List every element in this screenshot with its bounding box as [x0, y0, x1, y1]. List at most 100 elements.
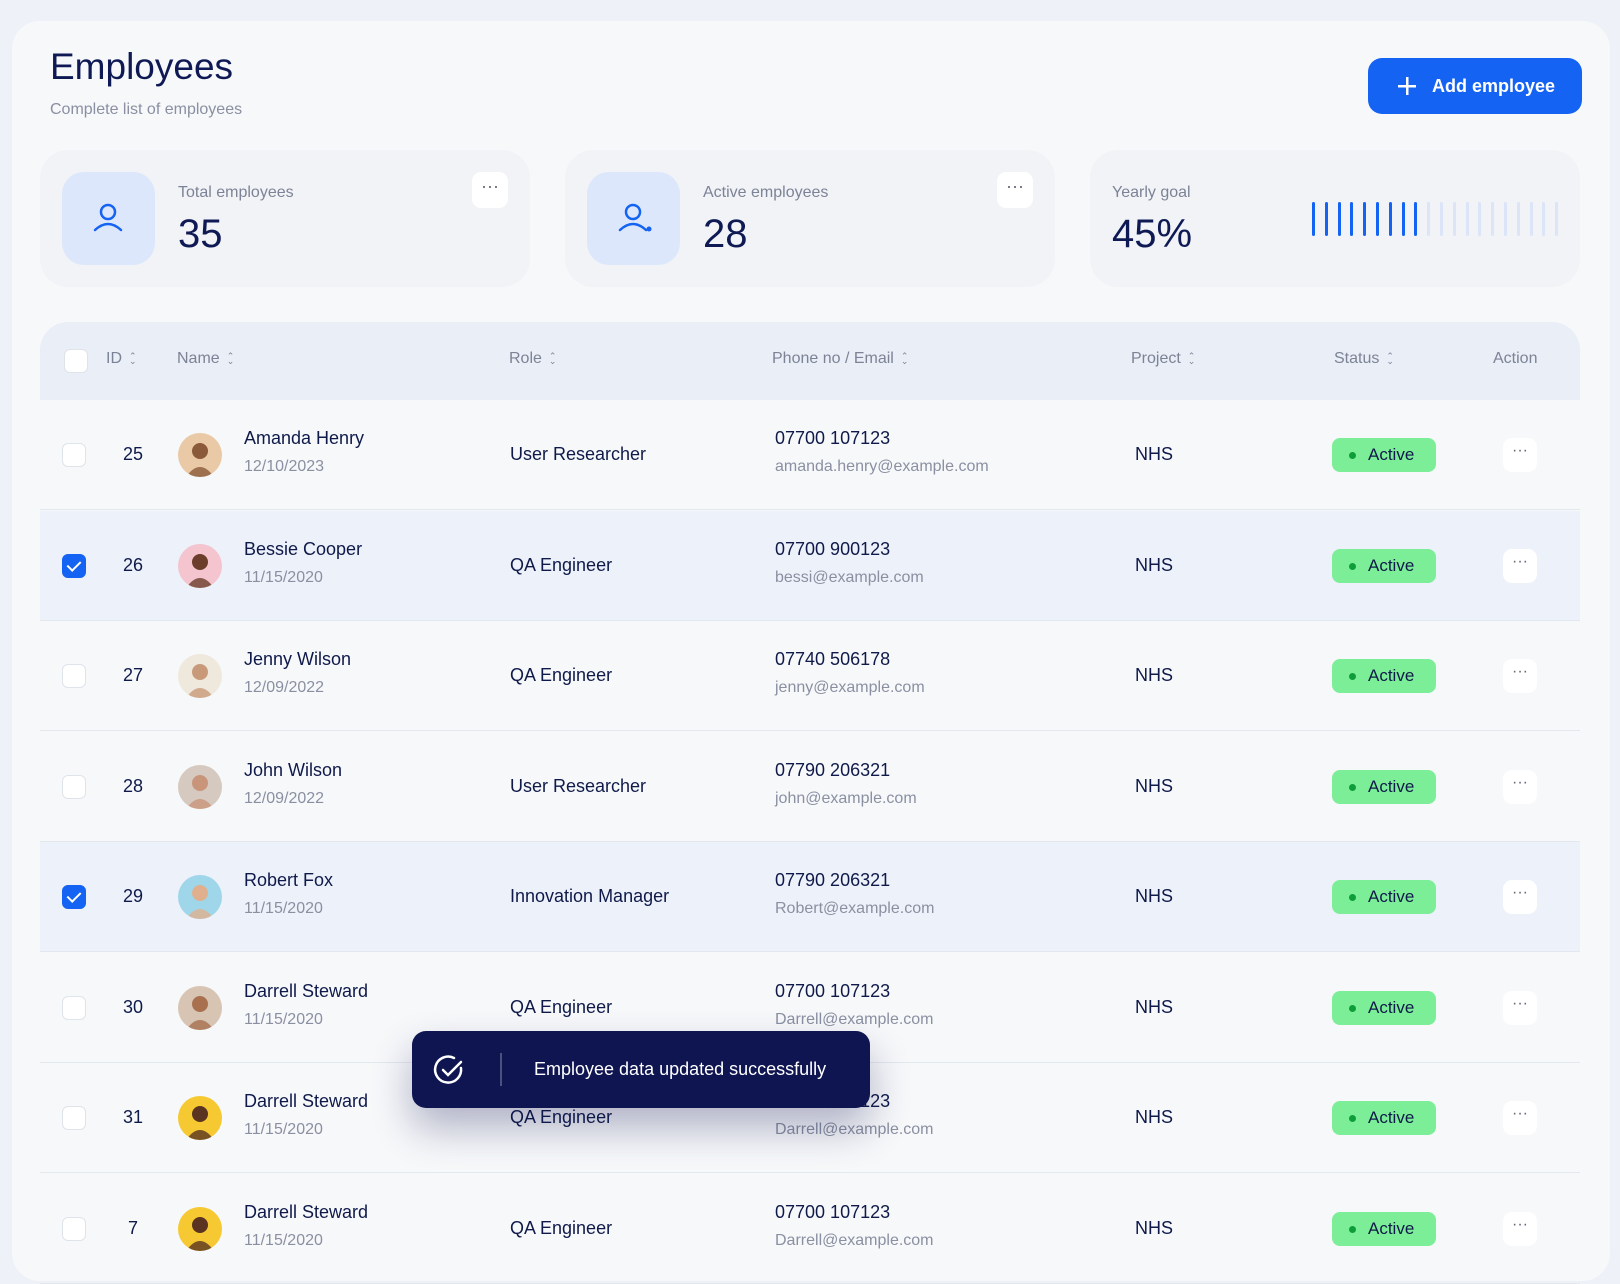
- stat-label: Yearly goal: [1112, 184, 1191, 201]
- table-header: ID Name Role Phone no / Email Project Status A…: [40, 322, 1580, 400]
- column-header[interactable]: Role: [509, 350, 555, 368]
- page-subtitle: Complete list of employees: [50, 101, 243, 118]
- goal-bar: [1363, 202, 1367, 236]
- row-action-button[interactable]: ···: [1503, 990, 1537, 1025]
- page: Employees {"header":{"title":"Employees"…: [0, 0, 1620, 1253]
- employee-id: 31: [122, 1107, 144, 1127]
- goal-bar: [1312, 202, 1315, 236]
- goal-bar: [1529, 202, 1533, 236]
- column-header[interactable]: ID: [106, 350, 135, 368]
- employee-date: 11/15/2020: [244, 568, 323, 586]
- stat-value: 35: [178, 212, 223, 256]
- stat-card: Total employees 35 ···: [40, 150, 530, 287]
- row-checkbox[interactable]: [62, 553, 86, 578]
- employee-email: Darrell@example.com: [775, 1010, 934, 1028]
- employee-project: NHS: [1135, 554, 1174, 575]
- employee-role: QA Engineer: [510, 1107, 613, 1127]
- employee-id: 7: [127, 1217, 138, 1238]
- add-button[interactable]: Add employee: [1368, 58, 1582, 114]
- column-header[interactable]: Phone no / Email: [772, 350, 907, 368]
- more-button[interactable]: ···: [997, 172, 1033, 208]
- avatar-figure: [186, 443, 214, 477]
- row-checkbox[interactable]: [62, 1216, 86, 1241]
- employee-id: 26: [122, 554, 144, 575]
- employee-date: 12/09/2022: [244, 679, 325, 696]
- row-checkbox[interactable]: [62, 443, 86, 467]
- toast-message: Employee data updated successfully: [534, 1059, 827, 1079]
- employee-name: Darrell Steward: [244, 1091, 369, 1111]
- goal-bar: [1427, 202, 1431, 236]
- goal-bar: [1350, 202, 1354, 236]
- row-action-button[interactable]: ···: [1503, 880, 1537, 914]
- row-checkbox[interactable]: [62, 1106, 86, 1130]
- employee-role: Innovation Manager: [510, 886, 670, 906]
- employee-email: Robert@example.com: [775, 900, 935, 917]
- table-row: 25 Amanda Henry 12/10/2023 User Researcher 0…: [40, 400, 1580, 510]
- employee-name: Amanda Henry: [244, 428, 365, 448]
- goal-bar: [1452, 202, 1456, 236]
- avatar: [178, 1096, 222, 1140]
- status-badge: Active: [1332, 769, 1436, 804]
- table-row: 26 Bessie Cooper 11/15/2020 QA Engineer 0770…: [40, 510, 1580, 621]
- row-action-button[interactable]: ···: [1503, 1101, 1537, 1135]
- avatar-figure: [186, 664, 214, 698]
- employee-project: NHS: [1135, 1217, 1174, 1238]
- goal-bar: [1324, 202, 1328, 236]
- stat-card: Yearly goal 45%: [1090, 150, 1580, 287]
- goal-bar: [1440, 202, 1443, 236]
- employee-role: QA Engineer: [510, 996, 613, 1017]
- row-checkbox[interactable]: [62, 664, 86, 688]
- row-checkbox[interactable]: [62, 995, 86, 1020]
- row-action-button[interactable]: ···: [1503, 1211, 1537, 1246]
- avatar-figure: [186, 995, 214, 1030]
- employee-name: Robert Fox: [244, 870, 334, 890]
- more-button[interactable]: ···: [472, 172, 508, 208]
- employee-phone: 07700 107123: [775, 428, 891, 448]
- column-header: Action: [1493, 350, 1538, 367]
- goal-bar: [1516, 202, 1520, 236]
- row-action-button[interactable]: ···: [1503, 769, 1537, 804]
- stat-label: Active employees: [703, 184, 829, 201]
- employee-id: 29: [122, 886, 144, 906]
- row-action-button[interactable]: ···: [1503, 438, 1537, 472]
- goal-bar: [1465, 202, 1469, 236]
- avatar-figure: [186, 553, 214, 588]
- stat-label: Total employees: [178, 184, 294, 201]
- toast: Employee data updated successfully: [412, 1031, 870, 1108]
- employee-id: 25: [122, 444, 144, 464]
- employee-role: QA Engineer: [510, 665, 613, 685]
- employee-email: jenny@example.com: [775, 679, 925, 696]
- employee-name: Bessie Cooper: [244, 538, 363, 559]
- avatar-figure: [186, 885, 214, 919]
- goal-bar: [1401, 202, 1405, 236]
- goal-bar: [1504, 202, 1507, 236]
- avatar: [178, 985, 222, 1030]
- employee-role: QA Engineer: [510, 554, 613, 575]
- row-checkbox[interactable]: [62, 885, 86, 909]
- stat-value: 45%: [1112, 212, 1193, 256]
- column-header[interactable]: Name: [177, 350, 233, 368]
- employee-project: NHS: [1135, 1107, 1174, 1127]
- row-checkbox[interactable]: [62, 774, 86, 799]
- page-title: Employees: [50, 46, 234, 87]
- employee-role: User Researcher: [510, 775, 647, 796]
- employee-name: John Wilson: [244, 759, 343, 780]
- row-action-button[interactable]: ···: [1503, 548, 1537, 583]
- row-action-button[interactable]: ···: [1503, 659, 1537, 693]
- employee-name: Darrell Steward: [244, 980, 369, 1001]
- avatar: [178, 654, 222, 698]
- column-header[interactable]: Project: [1131, 350, 1194, 368]
- status-badge: Active: [1332, 659, 1436, 693]
- avatar-figure: [186, 1216, 214, 1251]
- employee-email: Darrell@example.com: [775, 1121, 934, 1138]
- user-icon: [93, 203, 123, 232]
- employee-project: NHS: [1135, 775, 1174, 796]
- employee-email: Darrell@example.com: [775, 1231, 934, 1249]
- select-all-checkbox[interactable]: [64, 349, 88, 373]
- goal-bar: [1491, 202, 1495, 236]
- employee-date: 11/15/2020: [244, 900, 323, 917]
- employee-id: 30: [122, 996, 144, 1017]
- column-header[interactable]: Status: [1334, 350, 1392, 368]
- employee-phone: 07790 206321: [775, 759, 891, 780]
